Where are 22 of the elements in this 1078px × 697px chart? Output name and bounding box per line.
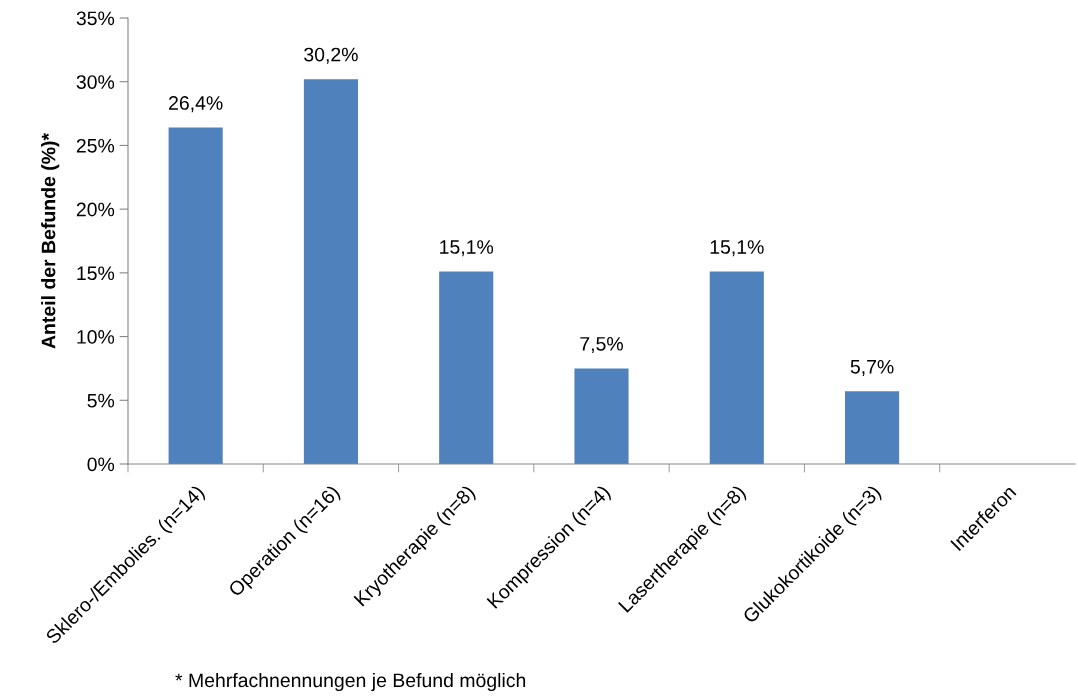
data-label: 26,4%: [169, 96, 223, 113]
bar: [574, 368, 629, 464]
data-label: 5,7%: [850, 359, 894, 376]
bar: [845, 391, 900, 464]
y-tick-label: 20%: [76, 202, 115, 217]
data-label: 15,1%: [710, 240, 764, 257]
y-tick-label: 30%: [76, 75, 115, 89]
bar: [303, 79, 358, 464]
data-label: 15,1%: [440, 240, 494, 257]
y-tick-label: 5%: [87, 393, 115, 408]
data-label: 30,2%: [304, 47, 358, 64]
data-label: 7,5%: [580, 337, 623, 353]
y-tick-label: 25%: [76, 138, 115, 153]
y-tick-label: 35%: [76, 11, 115, 26]
text: * Mehrfachnennungen je Befund möglich: [175, 672, 526, 692]
y-tick-label: 10%: [77, 330, 115, 344]
bar: [709, 271, 764, 464]
bar: [439, 271, 494, 464]
y-axis-title: Anteil der Befunde (%)*: [41, 132, 60, 349]
y-tick-label: 0%: [87, 457, 115, 472]
bar: [168, 127, 223, 464]
y-tick-label: 15%: [77, 266, 115, 281]
